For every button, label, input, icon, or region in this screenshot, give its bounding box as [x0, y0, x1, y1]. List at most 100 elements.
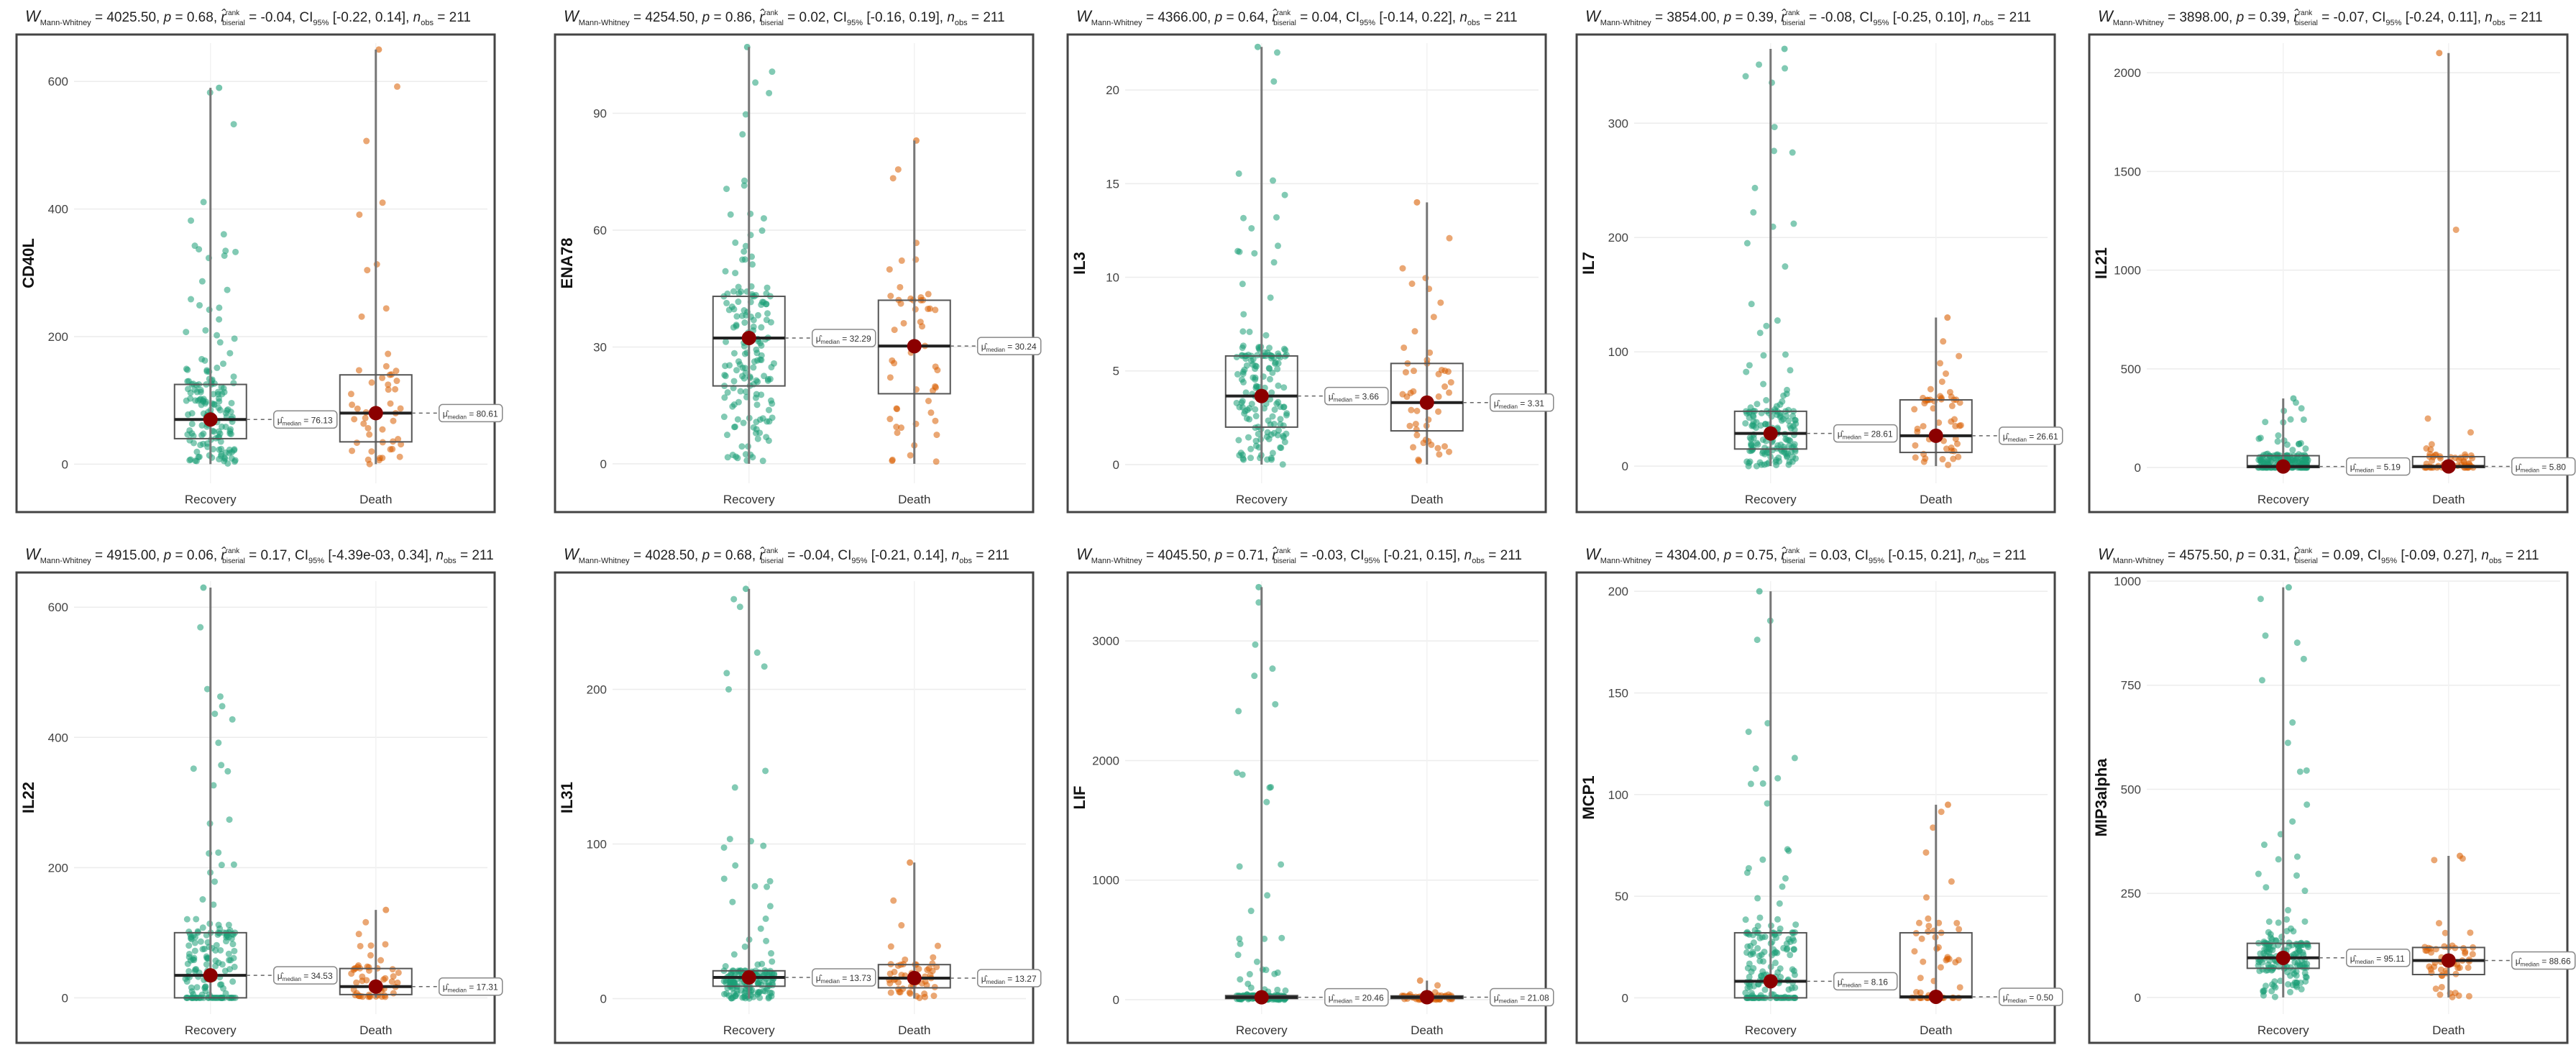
panel-il3: WMann-Whitney = 4366.00, p = 0.64, r̂ran…	[1066, 7, 1554, 514]
text-part: W	[1076, 545, 1093, 563]
text-part: rank	[1277, 547, 1291, 555]
data-point	[227, 430, 234, 437]
median-label-box	[2511, 457, 2576, 476]
data-point	[900, 319, 907, 327]
data-point	[368, 379, 375, 386]
text-part: -0.03	[1312, 548, 1343, 563]
data-point	[2283, 916, 2291, 923]
median-label-box	[2511, 951, 2576, 970]
median-label-box	[2346, 949, 2411, 967]
y-tick-label: 250	[2121, 887, 2141, 900]
data-point	[739, 364, 746, 371]
data-point	[1780, 944, 1787, 952]
data-point	[2301, 456, 2309, 463]
data-point	[193, 916, 200, 923]
median-label: μ̂median = 76.13	[278, 415, 333, 426]
median-label-box	[1999, 987, 2063, 1006]
mean-dot	[1763, 974, 1778, 989]
data-point	[210, 901, 217, 908]
text-part: r̂	[221, 9, 226, 25]
text-part: obs	[959, 557, 972, 565]
data-point	[202, 987, 209, 995]
data-point	[2289, 818, 2296, 825]
data-point	[738, 312, 746, 319]
data-point	[219, 703, 226, 710]
data-point	[184, 960, 191, 967]
data-point	[218, 862, 225, 869]
text-part: obs	[1467, 19, 1480, 27]
y-axis-label: IL7	[1580, 252, 1598, 275]
mean-dot	[2275, 950, 2291, 965]
data-point	[203, 685, 211, 693]
text-part: n	[413, 10, 421, 25]
data-point	[756, 356, 764, 363]
data-point	[2272, 984, 2279, 991]
data-point	[1246, 416, 1253, 423]
data-point	[1951, 416, 1958, 423]
data-point	[730, 951, 738, 958]
x-category-label: Recovery	[2258, 493, 2309, 506]
panel-frame	[1575, 33, 2056, 514]
text-part: ,	[1847, 548, 1855, 563]
median-label-box	[1324, 987, 1389, 1007]
data-point	[2291, 979, 2298, 986]
data-point	[1927, 385, 1934, 393]
data-point	[2289, 456, 2296, 463]
y-tick-label: 200	[48, 330, 68, 344]
data-point	[730, 350, 738, 357]
panel-il22: WMann-Whitney = 4915.00, p = 0.06, r̂ran…	[15, 545, 503, 1044]
data-point	[2257, 458, 2264, 465]
data-point	[216, 316, 223, 323]
text-part: r̂	[1272, 9, 1278, 25]
x-category-label: Recovery	[1236, 1023, 1288, 1037]
data-point	[2287, 416, 2294, 423]
text-part: =	[2244, 548, 2260, 563]
x-category-label: Death	[898, 1023, 930, 1037]
data-point	[1278, 444, 1285, 452]
text-part: 95%	[2381, 557, 2397, 565]
data-point	[2284, 739, 2291, 747]
data-point	[367, 942, 375, 949]
text-part: =	[1296, 548, 1312, 563]
data-point	[1789, 458, 1796, 465]
text-part: =	[630, 10, 646, 25]
data-point	[741, 319, 748, 327]
text-part: 28.61	[1871, 429, 1893, 439]
data-point	[357, 942, 364, 949]
text-part: median	[283, 420, 301, 426]
data-point	[766, 877, 774, 885]
data-point	[1952, 435, 1959, 442]
data-point	[767, 397, 774, 404]
data-point	[739, 131, 746, 138]
data-point	[2300, 416, 2307, 423]
x-category-label: Recovery	[1745, 493, 1797, 506]
text-part: CI	[299, 10, 313, 25]
text-part: =	[171, 10, 187, 25]
data-point	[735, 290, 743, 297]
data-point	[887, 989, 894, 996]
x-category-label: Death	[359, 1023, 392, 1037]
data-point	[1252, 641, 1259, 648]
text-part: 211	[2517, 548, 2539, 563]
data-point	[740, 419, 747, 426]
y-tick-label: 90	[593, 106, 607, 120]
text-part: p	[2236, 548, 2245, 563]
y-tick-label: 300	[1608, 117, 1628, 130]
text-part: 0.06	[187, 548, 214, 563]
y-tick-label: 0	[600, 993, 607, 1006]
data-point	[1937, 964, 1944, 971]
data-point	[768, 364, 775, 371]
data-point	[735, 968, 743, 975]
y-tick-label: 200	[1608, 585, 1628, 598]
data-point	[742, 388, 749, 396]
data-point	[2275, 432, 2282, 439]
data-point	[2436, 50, 2443, 57]
data-point	[1234, 370, 1241, 378]
data-point	[2285, 981, 2292, 988]
data-point	[2284, 907, 2291, 914]
data-point	[1748, 440, 1755, 447]
text-part: =	[1142, 548, 1158, 563]
text-part: obs	[1472, 557, 1485, 565]
data-point	[898, 922, 905, 929]
data-point	[188, 420, 196, 427]
